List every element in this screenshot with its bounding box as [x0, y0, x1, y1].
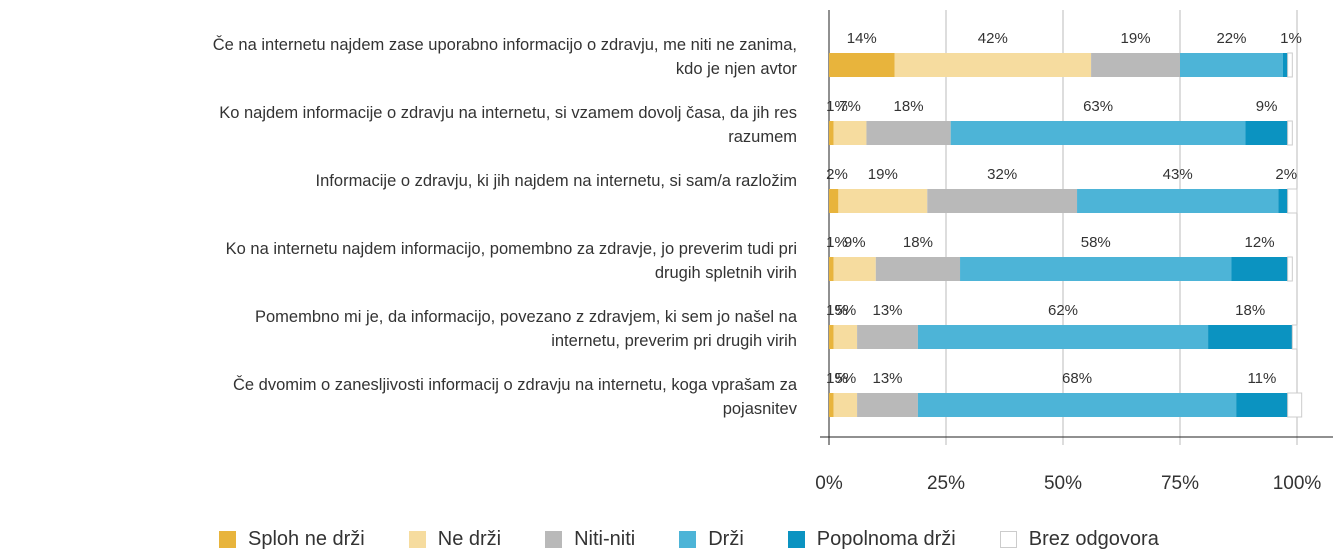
bar-segment: [1291, 324, 1298, 350]
bar-segment: [829, 393, 834, 417]
bar-segment: [857, 325, 918, 349]
bar-segment: [1245, 121, 1288, 145]
legend-item: Drži: [679, 528, 744, 551]
data-label: 62%: [1048, 302, 1078, 319]
data-label: 68%: [1062, 370, 1092, 387]
bar-segment: [917, 393, 1237, 417]
bar-segment: [1287, 52, 1293, 78]
bar-segment: [1278, 189, 1288, 213]
bar-segment: [1287, 256, 1293, 282]
x-tick-label: 100%: [1273, 473, 1322, 494]
data-label: 5%: [835, 370, 857, 387]
legend-swatch: [408, 531, 426, 548]
category-label: Ko najdem informacije o zdravju na inter…: [219, 104, 797, 146]
data-label: 7%: [839, 98, 861, 115]
legend-label: Sploh ne drži: [248, 528, 365, 550]
legend: Sploh ne drži Ne drži Niti-niti Drži Popolno…: [219, 528, 1159, 551]
data-label: 63%: [1083, 98, 1113, 115]
bar-segment: [1287, 120, 1293, 146]
data-label: 1%: [1280, 30, 1302, 47]
bar-segment: [833, 325, 858, 349]
legend-swatch: [787, 531, 805, 548]
x-tick-label: 0%: [815, 473, 843, 494]
data-label: 19%: [1121, 30, 1151, 47]
bar-segment: [1208, 325, 1293, 349]
bar-segment: [1287, 188, 1298, 214]
bar-segment: [1236, 393, 1288, 417]
category-label: Ko na internetu najdem informacijo, pome…: [225, 240, 797, 282]
bar-segment: [838, 189, 928, 213]
bar-segment: [875, 257, 961, 281]
bar-segment: [829, 325, 834, 349]
data-label: 1%: [826, 234, 848, 251]
data-label: 9%: [1256, 98, 1278, 115]
data-label: 11%: [1247, 370, 1276, 387]
category-label: Če na internetu najdem zase uporabno inf…: [212, 36, 797, 78]
bar-segment: [866, 121, 951, 145]
category-label: Pomembno mi je, da informacijo, povezano…: [255, 308, 797, 350]
data-label: 18%: [903, 234, 933, 251]
data-label: 22%: [1216, 30, 1246, 47]
bar-segment: [833, 257, 876, 281]
legend-item: Niti-niti: [545, 528, 635, 551]
data-label: 2%: [1275, 166, 1297, 183]
data-label: 18%: [1235, 302, 1265, 319]
legend-swatch: [679, 531, 697, 548]
bar-segment: [917, 325, 1209, 349]
data-label: 2%: [826, 166, 848, 183]
bar-segment: [960, 257, 1232, 281]
data-label: 18%: [894, 98, 924, 115]
data-label: 43%: [1163, 166, 1193, 183]
bar-segment: [829, 121, 834, 145]
bar-segment: [829, 257, 834, 281]
data-label: 9%: [844, 234, 866, 251]
data-label: 19%: [868, 166, 898, 183]
legend-label: Niti-niti: [574, 528, 636, 550]
legend-item: Brez odgovora: [999, 528, 1159, 551]
data-label: 13%: [872, 302, 902, 319]
legend-label: Drži: [708, 528, 744, 550]
bar-segment: [1231, 257, 1288, 281]
bar-segment: [894, 53, 1092, 77]
legend-item: Ne drži: [408, 528, 502, 551]
bar-segment: [1077, 189, 1279, 213]
bar-segment: [950, 121, 1246, 145]
category-label: Informacije o zdravju, ki jih najdem na …: [315, 172, 797, 190]
bar-segment: [833, 121, 867, 145]
bar-segment: [1282, 53, 1288, 77]
x-tick-label: 25%: [927, 473, 965, 494]
bar-segment: [833, 393, 858, 417]
legend-item: Sploh ne drži: [219, 528, 365, 551]
data-label: 42%: [978, 30, 1008, 47]
legend-label: Ne drži: [437, 528, 502, 550]
legend-item: Popolnoma drži: [787, 528, 956, 551]
bar-segment: [1091, 53, 1180, 77]
bar-segment: [857, 393, 918, 417]
data-label: 1%: [826, 98, 848, 115]
legend-label: Brez odgovora: [1028, 528, 1159, 550]
data-label: 1%: [826, 302, 848, 319]
legend-swatch: [545, 531, 563, 548]
bar-segment: [1287, 392, 1303, 418]
data-label: 14%: [847, 30, 877, 47]
category-label: Če dvomim o zanesljivosti informacij o z…: [233, 376, 797, 418]
x-tick-label: 50%: [1044, 473, 1082, 494]
bar-segment: [1180, 53, 1283, 77]
data-label: 32%: [987, 166, 1017, 183]
legend-swatch: [999, 531, 1017, 548]
data-label: 12%: [1245, 234, 1275, 251]
bar-segment: [927, 189, 1078, 213]
x-tick-label: 75%: [1161, 473, 1199, 494]
data-label: 1%: [826, 370, 848, 387]
data-label: 5%: [835, 302, 857, 319]
bar-segment: [829, 53, 895, 77]
data-label: 58%: [1081, 234, 1111, 251]
data-label: 13%: [872, 370, 902, 387]
legend-label: Popolnoma drži: [816, 528, 956, 550]
bar-segment: [829, 189, 839, 213]
legend-swatch: [219, 531, 236, 548]
